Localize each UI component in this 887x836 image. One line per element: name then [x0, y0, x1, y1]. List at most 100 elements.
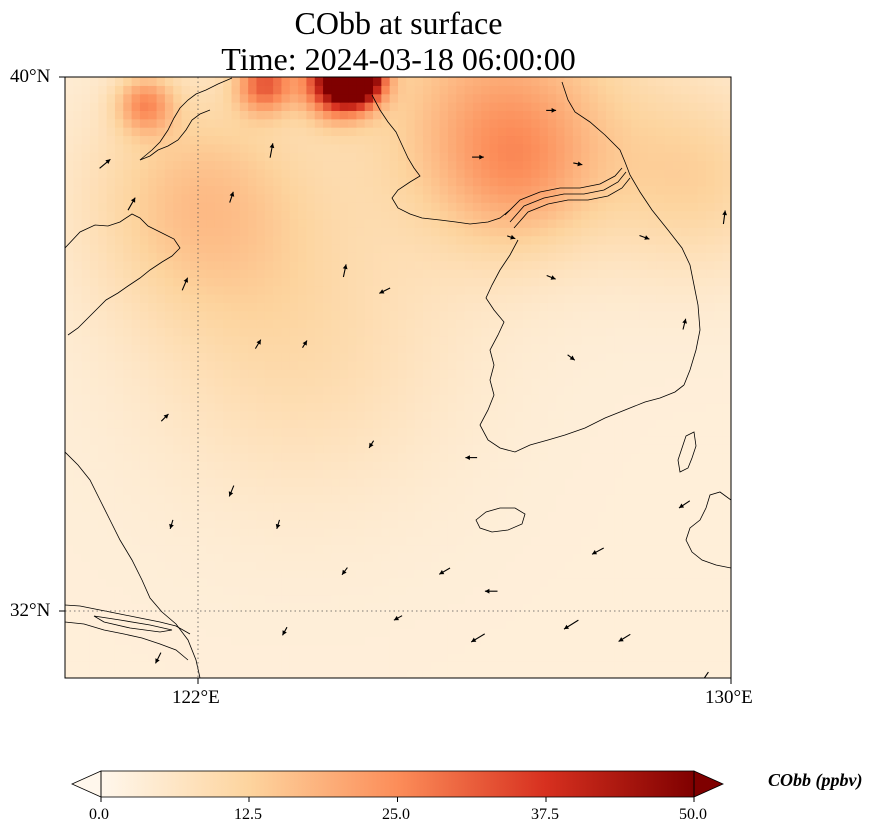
heatmap-cell: [647, 661, 657, 671]
heatmap-cell: [89, 586, 99, 596]
heatmap-cell: [422, 185, 432, 195]
heatmap-cell: [373, 294, 382, 303]
heatmap-cell: [672, 561, 682, 571]
heatmap-cell: [264, 486, 274, 495]
heatmap-cell: [589, 310, 599, 320]
heatmap-cell: [656, 602, 665, 612]
heatmap-cell: [431, 285, 441, 295]
heatmap-cell: [481, 327, 491, 337]
heatmap-cell: [389, 277, 399, 287]
heatmap-cell: [381, 335, 391, 345]
heatmap-cell: [65, 360, 74, 370]
heatmap-cell: [189, 661, 199, 671]
heatmap-cell: [447, 552, 457, 562]
heatmap-cell: [98, 552, 108, 562]
heatmap-cell: [664, 268, 674, 278]
heatmap-cell: [714, 218, 724, 228]
heatmap-cell: [681, 243, 690, 253]
heatmap-cell: [273, 243, 283, 253]
heatmap-cell: [164, 344, 174, 354]
heatmap-cell: [323, 402, 332, 412]
heatmap-cell: [597, 243, 607, 253]
heatmap-cell: [298, 327, 308, 337]
heatmap-cell: [148, 177, 158, 187]
heatmap-cell: [489, 193, 499, 203]
heatmap-cell: [214, 202, 224, 212]
heatmap-cell: [722, 669, 731, 678]
heatmap-cell: [373, 243, 382, 253]
heatmap-cell: [464, 669, 474, 678]
heatmap-cell: [639, 469, 649, 479]
heatmap-cell: [631, 594, 641, 604]
heatmap-cell: [672, 394, 682, 404]
heatmap-cell: [514, 486, 524, 495]
heatmap-cell: [597, 227, 607, 237]
heatmap-cell: [89, 502, 99, 512]
heatmap-cell: [256, 511, 266, 521]
heatmap-cell: [689, 519, 699, 529]
heatmap-cell: [664, 611, 674, 621]
heatmap-cell: [189, 360, 199, 370]
heatmap-cell: [672, 327, 682, 337]
heatmap-cell: [106, 569, 116, 579]
heatmap-cell: [606, 652, 616, 662]
heatmap-cell: [522, 294, 532, 303]
heatmap-cell: [447, 586, 457, 596]
heatmap-cell: [622, 636, 632, 646]
heatmap-cell: [714, 202, 724, 212]
heatmap-cell: [581, 218, 591, 228]
heatmap-cell: [306, 502, 316, 512]
heatmap-cell: [123, 235, 133, 245]
heatmap-cell: [597, 369, 607, 379]
heatmap-cell: [306, 185, 316, 195]
heatmap-cell: [156, 152, 166, 162]
heatmap-cell: [514, 469, 524, 479]
heatmap-cell: [298, 435, 308, 445]
heatmap-cell: [614, 586, 624, 596]
heatmap-cell: [481, 544, 491, 554]
heatmap-cell: [456, 494, 466, 504]
heatmap-cell: [472, 636, 482, 646]
heatmap-cell: [123, 319, 133, 329]
heatmap-cell: [414, 294, 424, 303]
heatmap-cell: [181, 319, 191, 329]
heatmap-cell: [89, 410, 99, 420]
heatmap-cell: [314, 260, 324, 270]
heatmap-cell: [256, 644, 266, 654]
heatmap-cell: [164, 168, 174, 178]
heatmap-cell: [173, 494, 183, 504]
heatmap-cell: [173, 577, 183, 587]
heatmap-cell: [414, 402, 424, 412]
heatmap-cell: [156, 527, 166, 537]
heatmap-cell: [614, 627, 624, 637]
heatmap-cell: [481, 444, 491, 454]
heatmap-cell: [164, 210, 174, 220]
heatmap-cell: [181, 435, 191, 445]
heatmap-cell: [289, 536, 299, 546]
heatmap-cell: [164, 511, 174, 521]
heatmap-cell: [156, 402, 166, 412]
heatmap-cell: [422, 494, 432, 504]
heatmap-cell: [556, 469, 566, 479]
heatmap-cell: [356, 277, 366, 287]
heatmap-cell: [223, 152, 233, 162]
heatmap-cell: [198, 193, 208, 203]
heatmap-cell: [631, 611, 641, 621]
heatmap-cell: [114, 544, 124, 554]
heatmap-cell: [264, 185, 274, 195]
heatmap-cell: [622, 352, 632, 362]
heatmap-cell: [714, 369, 724, 379]
heatmap-cell: [481, 352, 491, 362]
heatmap-cell: [506, 511, 516, 521]
heatmap-cell: [647, 285, 657, 295]
heatmap-cell: [206, 360, 216, 370]
heatmap-cell: [572, 277, 582, 287]
heatmap-cell: [622, 444, 632, 454]
heatmap-cell: [656, 168, 665, 178]
heatmap-cell: [681, 252, 690, 262]
heatmap-cell: [248, 486, 258, 495]
heatmap-cell: [373, 627, 382, 637]
heatmap-cell: [622, 377, 632, 387]
heatmap-cell: [239, 577, 249, 587]
heatmap-cell: [381, 352, 391, 362]
